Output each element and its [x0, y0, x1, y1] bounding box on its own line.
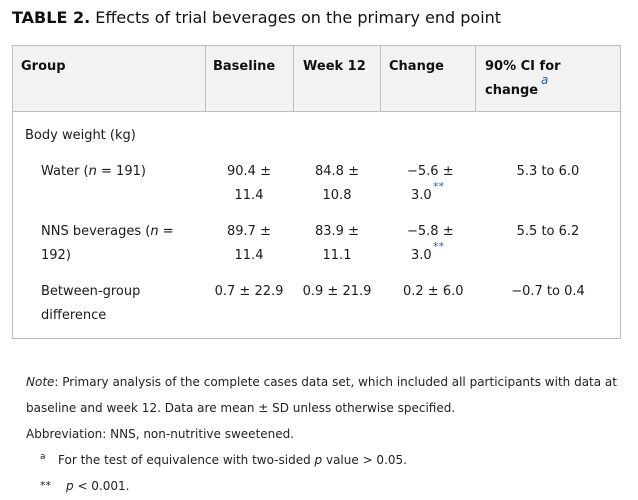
row-3-week12: 0.9 ± 21.9 — [302, 284, 372, 299]
row-1-baseline-2: 11.4 — [234, 188, 264, 203]
header-divider — [380, 46, 381, 111]
abbreviation-note: Abbreviation: NNS, non-nutritive sweeten… — [26, 427, 295, 441]
header-week12: Week 12 — [303, 59, 366, 74]
header-baseline: Baseline — [213, 59, 276, 74]
row-2-change-2: 3.0 — [411, 248, 432, 263]
header-group: Group — [21, 59, 66, 74]
table-header: Group Baseline Week 12 Change 90% CI for… — [13, 46, 620, 112]
footnote-b-mark: ** — [40, 479, 51, 492]
row-3-group-2: difference — [41, 308, 107, 323]
row-1-change-footnote-mark: ** — [433, 180, 444, 193]
footnote-a: For the test of equivalence with two-sid… — [58, 453, 407, 467]
results-table: Group Baseline Week 12 Change 90% CI for… — [12, 45, 621, 339]
row-3-change: 0.2 ± 6.0 — [403, 284, 464, 299]
footnote-b: p < 0.001. — [66, 479, 130, 493]
row-2-baseline-2: 11.4 — [234, 248, 264, 263]
header-divider — [293, 46, 294, 111]
row-2-change-footnote-mark: ** — [433, 240, 444, 253]
row-1-change-2: 3.0 — [411, 188, 432, 203]
row-2-change-1: −5.8 ± — [407, 224, 454, 239]
row-1-week12-2: 10.8 — [322, 188, 352, 203]
row-1-group: Water (n = 191) — [41, 164, 146, 179]
note-line-2: baseline and week 12. Data are mean ± SD… — [26, 401, 456, 415]
row-1-ci: 5.3 to 6.0 — [516, 164, 580, 179]
header-divider — [205, 46, 206, 111]
table-title: TABLE 2. Effects of trial beverages on t… — [12, 7, 501, 29]
row-2-group-2: 192) — [41, 248, 71, 263]
row-3-group-1: Between-group — [41, 284, 141, 299]
row-2-week12-1: 83.9 ± — [315, 224, 359, 239]
header-ci-line2: change — [485, 83, 539, 98]
row-3-baseline: 0.7 ± 22.9 — [214, 284, 284, 299]
row-2-baseline-1: 89.7 ± — [227, 224, 271, 239]
table-label: TABLE 2. — [12, 8, 91, 27]
footnote-a-mark: a — [40, 452, 46, 462]
section-label: Body weight (kg) — [25, 128, 136, 143]
row-1-baseline-1: 90.4 ± — [227, 164, 271, 179]
row-1-change-1: −5.6 ± — [407, 164, 454, 179]
header-change: Change — [389, 59, 444, 74]
header-divider — [475, 46, 476, 111]
header-ci-line1: 90% CI for — [485, 59, 561, 74]
row-2-week12-2: 11.1 — [322, 248, 352, 263]
note-line-1: Note: Primary analysis of the complete c… — [26, 375, 617, 389]
row-3-ci: −0.7 to 0.4 — [511, 284, 585, 299]
row-2-ci: 5.5 to 6.2 — [516, 224, 580, 239]
header-ci-footnote-mark: a — [541, 73, 549, 87]
table-caption: Effects of trial beverages on the primar… — [95, 8, 502, 27]
row-2-group-1: NNS beverages (n = — [41, 224, 174, 239]
row-1-week12-1: 84.8 ± — [315, 164, 359, 179]
